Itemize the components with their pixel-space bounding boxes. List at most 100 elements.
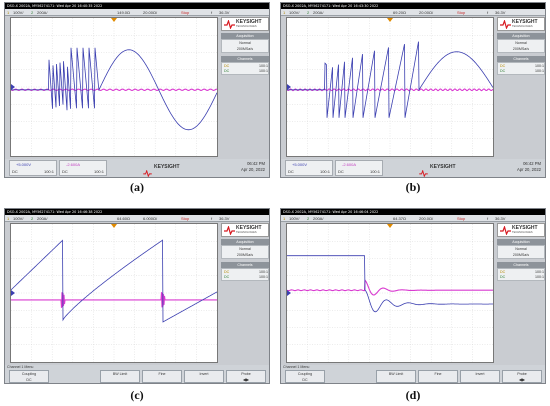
keysight-wave-glyph: [500, 226, 511, 235]
waveform-display[interactable]: [286, 17, 494, 157]
status-time-pos: 64.60Ω: [117, 216, 130, 221]
ch1-ground-marker: [287, 84, 291, 90]
acquisition-box: Normal 200MSa/s: [221, 245, 269, 259]
status-time-scale: 6.000Ω/: [143, 216, 158, 221]
status-trig-level: 36.3V: [219, 216, 230, 221]
channel-1-coupling: DC: [500, 270, 506, 274]
acquisition-box: Normal 200MSa/s: [497, 245, 545, 259]
status-ch1-scale: 100V/: [13, 216, 24, 221]
fine-softkey[interactable]: Fine: [142, 370, 182, 383]
scope-sidebar: KEYSIGHT TECHNOLOGIES Acquisition Normal 200…: [497, 223, 545, 363]
measurement-channel-1: +5.000V DC 100:1: [9, 160, 57, 176]
keysight-wave-glyph: [224, 226, 235, 235]
logo-sub: TECHNOLOGIES: [236, 231, 257, 234]
channel-1-probe-ratio: 100:1: [535, 270, 544, 274]
channels-box: DC 100:1 DC 100:1: [221, 62, 269, 75]
keysight-logo: KEYSIGHT TECHNOLOGIES: [221, 223, 269, 237]
probe-softkey[interactable]: Probe ◀▶: [502, 370, 542, 383]
ch1-ground-marker: [11, 290, 15, 296]
keysight-logo: KEYSIGHT TECHNOLOGIES: [497, 223, 545, 237]
coupling-softkey[interactable]: Coupling DC: [285, 370, 325, 383]
channel-1-probe-ratio: 100:1: [535, 64, 544, 68]
logo-brand: KEYSIGHT: [236, 19, 262, 25]
scope-bottombar: +5.000V DC 100:1 -2.600A DC 100:1 KEYSIGHT 06:4…: [5, 159, 269, 177]
channels-header: Channels: [221, 56, 269, 62]
status-ch1-scale: 100V/: [289, 10, 300, 15]
scope-titlebar: DSO-X 2002A, MY56274171: Wed Apr 20 16:4…: [5, 209, 269, 215]
waveform-plot: [287, 224, 493, 362]
waveform-display[interactable]: [286, 223, 494, 363]
measurement-2-coupling: DC: [62, 169, 68, 174]
panel-caption-a: (a): [130, 180, 144, 194]
acquisition-mode: Normal: [239, 247, 251, 251]
invert-softkey-label: Invert: [199, 372, 209, 376]
channel-1-coupling: DC: [224, 270, 230, 274]
scope-titlebar: DSO-X 2002A, MY56274171: Wed Apr 20 16:4…: [281, 3, 545, 9]
waveform-display[interactable]: [10, 17, 218, 157]
status-ch2: 2: [31, 216, 34, 221]
acquisition-header: Acquisition: [221, 239, 269, 245]
scope-statusbar: 1 100V/2 200A/149.0Ω 20.00Ω/Stop f 36.3V: [5, 9, 269, 16]
invert-softkey[interactable]: Invert: [460, 370, 500, 383]
keysight-wave-icon: [224, 20, 235, 29]
measurement-1-value: +5.000V: [16, 162, 32, 167]
coupling-label: Coupling: [21, 372, 37, 376]
fine-softkey[interactable]: Fine: [418, 370, 458, 383]
status-ch1-scale: 100V/: [289, 216, 300, 221]
status-time-scale: 200.0Ω/: [419, 216, 434, 221]
status-mode[interactable]: Stop: [181, 216, 190, 221]
panel-caption-d: (d): [405, 388, 421, 402]
keysight-wave-glyph: [143, 169, 152, 177]
acquisition-box: Normal 200MSa/s: [497, 39, 545, 53]
acquisition-mode: Normal: [239, 41, 251, 45]
channels-header: Channels: [221, 262, 269, 268]
channel-1-trace: [287, 255, 493, 313]
measurement-2-value: -2.600A: [342, 162, 357, 167]
channel-2-row: DC 100:1: [500, 275, 544, 280]
scope-panel-a: DSO-X 2002A, MY56274171: Wed Apr 20 16:4…: [4, 2, 270, 178]
bw-limit-softkey[interactable]: BW Limit: [100, 370, 140, 383]
scope-panel-c: DSO-X 2002A, MY56274171: Wed Apr 20 16:4…: [4, 208, 270, 384]
graticule: [11, 18, 217, 156]
keysight-wave-icon: [419, 169, 428, 177]
status-mode[interactable]: Stop: [457, 216, 466, 221]
channel-1-probe-ratio: 100:1: [259, 64, 268, 68]
trigger-position-marker: [111, 224, 117, 228]
clock-date: Apr 20, 2022: [517, 167, 541, 172]
channel-2-coupling: DC: [500, 69, 506, 73]
bw-limit-softkey[interactable]: BW Limit: [376, 370, 416, 383]
fine-softkey-label: Fine: [158, 372, 166, 376]
measurement-1-coupling: DC: [288, 169, 294, 174]
waveform-plot: [11, 224, 217, 362]
clock-time: 06:42 PM: [523, 161, 541, 166]
acquisition-mode: Normal: [515, 41, 527, 45]
acquisition-rate: 200MSa/s: [512, 253, 530, 257]
status-ch2: 2: [307, 216, 310, 221]
keysight-wave-glyph: [419, 169, 428, 177]
scope-titlebar: DSO-X 2002A, MY56274171: Wed Apr 20 16:4…: [5, 3, 269, 9]
acquisition-header: Acquisition: [497, 33, 545, 39]
scope-titlebar: DSO-X 2002A, MY56274171: Wed Apr 20 16:4…: [281, 209, 545, 215]
keysight-wordmark: KEYSIGHT: [154, 164, 180, 170]
waveform-display[interactable]: [10, 223, 218, 363]
trigger-position-marker: [111, 18, 117, 22]
status-ch1: 1: [7, 216, 10, 221]
keysight-logo-bottom: KEYSIGHT: [143, 164, 180, 177]
clock-readout: 06:42 PM Apr 20, 2022: [517, 161, 541, 173]
coupling-softkey[interactable]: Coupling DC: [9, 370, 49, 383]
status-mode[interactable]: Stop: [457, 10, 466, 15]
probe-softkey[interactable]: Probe ◀▶: [226, 370, 266, 383]
measurement-2-ratio: 100:1: [369, 169, 380, 174]
measurement-channel-2: -2.600A DC 100:1: [335, 160, 383, 176]
logo-sub: TECHNOLOGIES: [236, 25, 257, 28]
channel-2-coupling: DC: [224, 275, 230, 279]
invert-softkey[interactable]: Invert: [184, 370, 224, 383]
scope-bottombar: +5.000V DC 100:1 -2.600A DC 100:1 KEYSIGHT 06:4…: [281, 159, 545, 177]
ch1-ground-marker: [11, 84, 15, 90]
status-ch2-scale: 200A/: [37, 216, 48, 221]
scope-statusbar: 1 100V/2 200A/64.60Ω 6.000Ω/Stop f 36.3V: [5, 215, 269, 222]
channel-1-row: DC 100:1: [224, 270, 268, 275]
scope-sidebar: KEYSIGHT TECHNOLOGIES Acquisition Normal 200…: [221, 223, 269, 363]
status-mode[interactable]: Stop: [181, 10, 190, 15]
measurement-1-ratio: 100:1: [319, 169, 330, 174]
